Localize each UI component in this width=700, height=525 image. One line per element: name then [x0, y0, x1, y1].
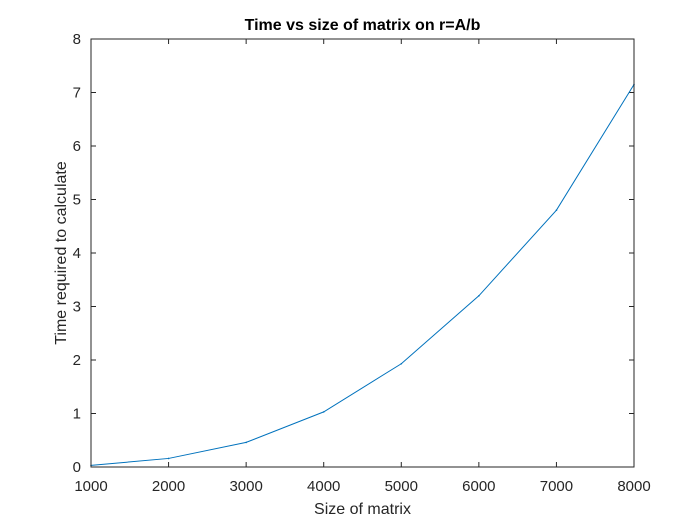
y-axis-ticks: 0 1 2 3 4 5 6 7 8 — [73, 31, 634, 476]
y-axis-label: Time required to calculate — [53, 161, 70, 345]
data-point — [478, 295, 480, 297]
y-tick-label: 3 — [73, 299, 81, 316]
data-point — [555, 209, 558, 211]
x-tick-label: 7000 — [540, 478, 573, 495]
data-point — [167, 457, 170, 460]
plot-background — [91, 39, 634, 467]
y-tick-label: 2 — [73, 352, 81, 369]
x-tick-label: 4000 — [307, 478, 340, 495]
x-tick-label: 5000 — [385, 478, 418, 495]
y-tick-label: 1 — [73, 406, 81, 423]
y-tick-label: 4 — [73, 245, 81, 262]
data-point — [322, 411, 325, 413]
axes-box — [90, 38, 635, 468]
x-tick-label: 2000 — [152, 478, 185, 495]
chart-title: Time vs size of matrix on r=A/b — [245, 17, 481, 34]
y-tick-label: 8 — [73, 31, 81, 48]
x-tick-label: 1000 — [74, 478, 107, 495]
x-tick-label: 8000 — [617, 478, 650, 495]
y-tick-label: 0 — [73, 459, 81, 476]
x-tick-label: 6000 — [462, 478, 495, 495]
data-point — [245, 441, 247, 444]
series-line-0 — [90, 84, 635, 466]
x-axis-ticks: 1000 2000 3000 4000 5000 6000 7000 8000 — [74, 39, 651, 495]
y-tick-label: 6 — [73, 138, 81, 155]
data-point — [400, 362, 403, 365]
x-tick-label: 3000 — [229, 478, 262, 495]
y-tick-label: 5 — [73, 192, 81, 209]
x-axis-label: Size of matrix — [314, 501, 411, 518]
y-tick-label: 7 — [73, 85, 81, 102]
